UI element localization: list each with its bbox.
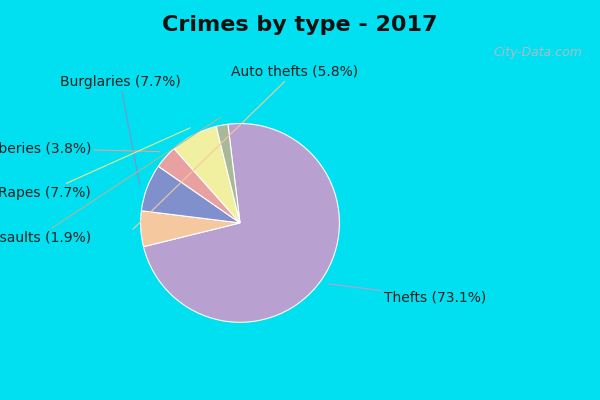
- Wedge shape: [140, 211, 240, 247]
- Text: Assaults (1.9%): Assaults (1.9%): [0, 117, 221, 245]
- Wedge shape: [143, 124, 340, 322]
- Wedge shape: [142, 166, 240, 223]
- Text: City-Data.com: City-Data.com: [493, 46, 582, 59]
- Text: Thefts (73.1%): Thefts (73.1%): [328, 284, 487, 304]
- Wedge shape: [216, 124, 240, 223]
- Text: Rapes (7.7%): Rapes (7.7%): [0, 128, 190, 200]
- Text: Robberies (3.8%): Robberies (3.8%): [0, 141, 160, 155]
- Wedge shape: [174, 126, 240, 223]
- Text: Burglaries (7.7%): Burglaries (7.7%): [59, 75, 181, 185]
- Text: Crimes by type - 2017: Crimes by type - 2017: [162, 15, 438, 35]
- Wedge shape: [158, 148, 240, 223]
- Text: Auto thefts (5.8%): Auto thefts (5.8%): [133, 65, 358, 229]
